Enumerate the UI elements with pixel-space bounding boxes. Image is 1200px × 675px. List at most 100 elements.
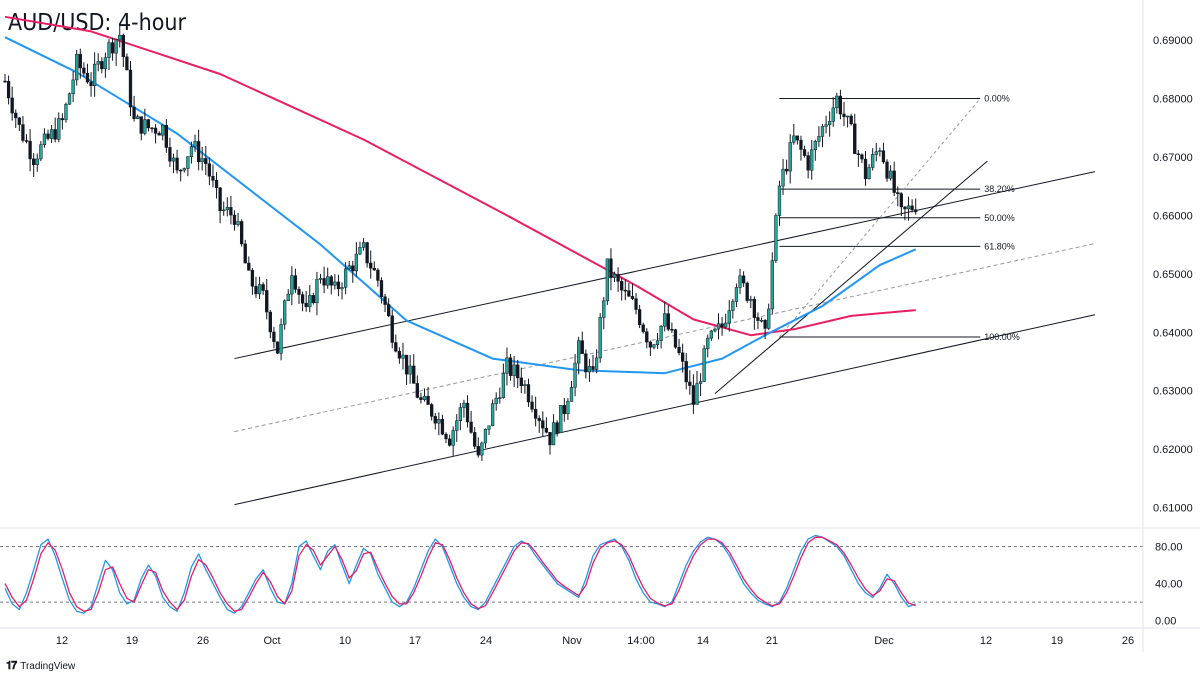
candlestick — [838, 89, 843, 120]
candle-body-up — [96, 61, 100, 65]
tradingview-branding[interactable]: 𝟏𝟕 TradingView — [6, 660, 75, 673]
candlestick — [605, 258, 610, 305]
candlestick — [544, 417, 549, 434]
candlestick — [379, 277, 384, 304]
candle-body-down — [304, 302, 308, 308]
candle-body-down — [609, 258, 613, 278]
stochastic-d-line — [4, 536, 916, 612]
candlestick — [304, 291, 308, 312]
candlestick — [236, 212, 240, 227]
candlestick — [110, 37, 115, 61]
candlestick — [283, 299, 287, 330]
time-tick-label: 26 — [197, 635, 209, 647]
candlestick — [67, 92, 72, 105]
time-tick-label: 19 — [1051, 635, 1063, 647]
candlestick — [200, 146, 204, 171]
candlestick — [688, 370, 692, 395]
candle-body-down — [426, 395, 430, 405]
candlestick — [254, 276, 258, 298]
candle-body-up — [64, 103, 68, 121]
candle-body-up — [878, 150, 882, 152]
candlestick — [136, 114, 140, 120]
candle-body-up — [236, 221, 240, 225]
price-tick-label: 0.68000 — [1153, 94, 1193, 106]
candle-body-down — [218, 187, 222, 212]
candlestick — [666, 305, 670, 332]
candlestick — [874, 143, 878, 162]
candlestick — [329, 274, 333, 295]
candle-body-down — [6, 80, 11, 99]
candlestick — [57, 112, 61, 143]
candle-body-up — [347, 265, 351, 270]
candlestick — [455, 414, 459, 442]
stochastic-tick-label: 0.00 — [1155, 616, 1176, 628]
candlestick — [788, 134, 792, 184]
candlestick — [498, 387, 502, 404]
candlestick — [222, 201, 226, 216]
candle-body-up — [200, 158, 204, 163]
candle-body-down — [239, 221, 244, 245]
candle-body-up — [566, 401, 570, 415]
candlestick — [426, 387, 430, 405]
candle-body-up — [308, 295, 312, 308]
candle-body-up — [716, 323, 721, 330]
candle-body-up — [451, 430, 455, 446]
candle-body-up — [577, 340, 581, 364]
candlestick — [483, 428, 488, 449]
candle-body-down — [720, 323, 724, 328]
candlestick — [680, 343, 685, 373]
candle-body-down — [645, 331, 649, 343]
candlestick — [620, 277, 624, 301]
candlestick — [433, 413, 437, 430]
candle-body-up — [57, 118, 61, 140]
candle-body-up — [659, 325, 663, 341]
candle-body-down — [473, 432, 477, 447]
candle-body-down — [412, 365, 416, 384]
candle-body-up — [483, 429, 488, 444]
candlestick — [164, 119, 168, 153]
candle-body-up — [713, 328, 717, 332]
candlestick — [10, 86, 14, 121]
candle-body-down — [430, 404, 434, 417]
candle-body-up — [845, 115, 850, 118]
candlestick — [261, 282, 265, 295]
candle-body-down — [795, 135, 800, 141]
candle-body-up — [225, 207, 229, 211]
candlestick — [322, 266, 326, 294]
candlestick — [480, 441, 484, 461]
candle-body-down — [261, 284, 265, 291]
candle-body-down — [150, 127, 154, 130]
candle-body-down — [265, 290, 269, 313]
time-tick-label: 19 — [126, 635, 138, 647]
candle-body-down — [247, 262, 251, 271]
axes: 0.69000 0.68000 0.67000 0.66000 0.65000 0.640… — [0, 0, 1200, 652]
candlestick — [892, 161, 896, 197]
candlestick — [645, 328, 649, 349]
candlestick — [437, 412, 441, 436]
candle-body-down — [372, 267, 376, 271]
candle-body-down — [881, 150, 886, 163]
candle-body-down — [53, 129, 57, 140]
time-tick-label: 24 — [480, 635, 492, 647]
candle-body-up — [315, 279, 319, 304]
candle-body-up — [888, 170, 893, 179]
candle-body-up — [480, 442, 484, 456]
candlestick — [75, 50, 79, 86]
candle-body-down — [351, 265, 355, 272]
candlestick — [828, 111, 832, 137]
candle-body-down — [544, 427, 549, 433]
candlestick — [139, 116, 143, 141]
candlestick — [351, 260, 355, 283]
candlestick — [161, 124, 165, 141]
candlestick — [598, 313, 602, 363]
candle-body-up — [257, 284, 262, 295]
candle-body-up — [333, 281, 337, 286]
candle-body-up — [698, 381, 703, 384]
candlestick — [641, 322, 645, 334]
candlestick — [695, 370, 699, 405]
candle-body-down — [419, 397, 423, 400]
candlestick — [802, 145, 807, 158]
price-tick-label: 0.63000 — [1153, 386, 1193, 398]
candle-body-up — [587, 366, 592, 373]
